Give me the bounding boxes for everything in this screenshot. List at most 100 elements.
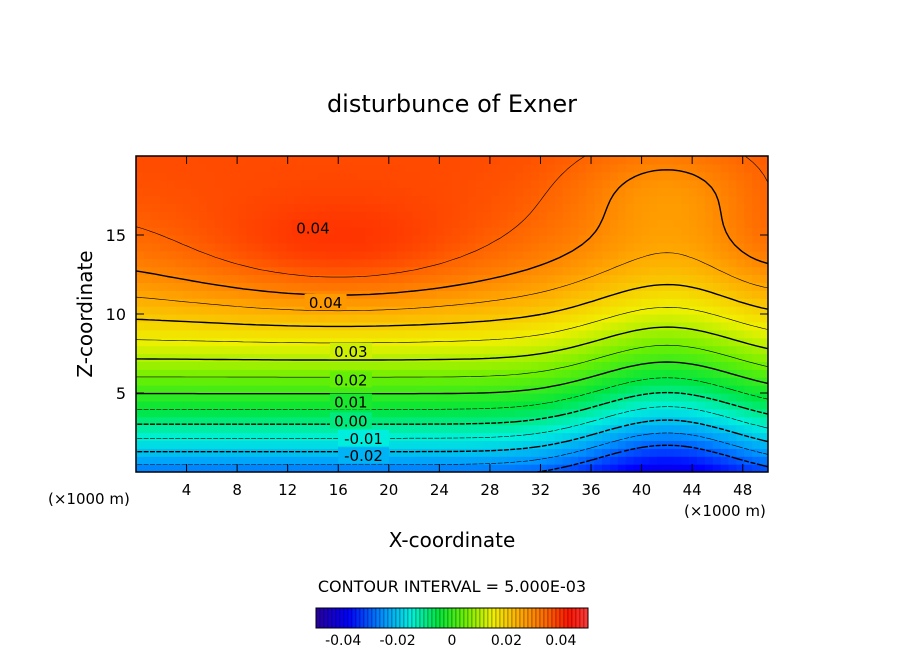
field-cell: [483, 456, 493, 465]
field-cell: [649, 171, 658, 181]
field-cell: [230, 187, 240, 197]
field-cell: [681, 321, 690, 331]
field-cell: [594, 203, 603, 212]
field-cell: [199, 298, 208, 307]
field-cell: [475, 235, 485, 244]
field-cell: [744, 321, 753, 331]
field-cell: [444, 171, 453, 181]
colorbar-cell: [519, 607, 525, 629]
field-cell: [301, 314, 311, 323]
field-cell: [143, 306, 153, 315]
field-cell: [222, 329, 232, 339]
field-cell: [625, 163, 635, 173]
field-cell: [625, 187, 635, 197]
field-cell: [357, 361, 366, 370]
field-cell: [625, 464, 635, 472]
field-cell: [720, 195, 730, 204]
field-cell: [444, 266, 453, 276]
field-cell: [546, 314, 556, 323]
field-cell: [278, 361, 287, 370]
field-cell: [546, 448, 556, 457]
field-cell: [475, 242, 485, 252]
field-cell: [712, 369, 722, 378]
field-cell: [373, 400, 382, 410]
field-cell: [531, 408, 540, 418]
colorbar-cell: [427, 607, 433, 629]
field-cell: [341, 242, 350, 252]
field-cell: [499, 227, 508, 236]
field-cell: [452, 227, 461, 236]
field-cell: [704, 187, 714, 197]
field-cell: [523, 156, 532, 165]
field-cell: [270, 242, 279, 252]
field-cell: [617, 337, 627, 347]
field-cell: [673, 274, 682, 283]
field-cell: [286, 274, 295, 283]
field-cell: [689, 424, 698, 434]
field-cell: [183, 400, 192, 410]
field-cell: [531, 298, 540, 307]
field-cell: [286, 179, 295, 189]
field-cell: [215, 345, 224, 355]
field-cell: [396, 329, 406, 339]
field-cell: [207, 385, 216, 394]
field-cell: [333, 361, 342, 370]
field-cell: [333, 227, 342, 236]
field-cell: [333, 329, 342, 339]
field-cell: [617, 203, 627, 212]
field-cell: [578, 448, 587, 457]
field-cell: [531, 266, 540, 276]
field-cell: [554, 361, 564, 370]
field-cell: [578, 314, 587, 323]
field-cell: [546, 211, 556, 220]
field-cell: [175, 329, 184, 339]
field-cell: [681, 163, 690, 173]
colorbar-frame: [315, 607, 589, 629]
field-cell: [459, 361, 469, 370]
field-cell: [175, 187, 184, 197]
field-cell: [286, 337, 295, 347]
field-cell: [594, 400, 603, 410]
field-cell: [594, 416, 603, 426]
field-cell: [625, 274, 635, 283]
field-cell: [704, 235, 714, 244]
field-cell: [404, 306, 414, 315]
field-cell: [444, 298, 453, 307]
field-cell: [373, 195, 382, 204]
field-cell: [594, 361, 603, 370]
field-cell: [412, 266, 421, 276]
field-cell: [444, 258, 453, 268]
field-cell: [602, 464, 611, 472]
field-cell: [673, 400, 682, 410]
field-cell: [325, 163, 335, 173]
field-cell: [301, 416, 311, 426]
field-cell: [151, 424, 161, 434]
field-cell: [689, 416, 698, 426]
field-cell: [254, 306, 263, 315]
x-axis-label: X-coordinate: [389, 528, 516, 552]
field-cell: [215, 179, 224, 189]
field-cell: [523, 290, 532, 299]
field-cell: [736, 274, 745, 283]
field-cell: [317, 282, 327, 291]
field-cell: [215, 274, 224, 283]
field-cell: [681, 424, 690, 434]
field-cell: [720, 179, 730, 189]
field-cell: [167, 274, 177, 283]
field-cell: [546, 187, 556, 197]
field-cell: [562, 187, 572, 197]
field-cell: [610, 369, 619, 378]
colorbar-cell: [579, 607, 585, 629]
contour-line: [136, 326, 768, 361]
field-cell: [610, 464, 619, 472]
field-cell: [151, 306, 161, 315]
field-cell: [270, 187, 279, 197]
field-cell: [649, 219, 658, 228]
field-cell: [657, 369, 666, 378]
field-cell: [459, 464, 469, 472]
field-cell: [523, 361, 532, 370]
field-cell: [475, 282, 485, 291]
field-cell: [159, 393, 169, 402]
field-cell: [254, 416, 263, 426]
field-cell: [246, 282, 256, 291]
